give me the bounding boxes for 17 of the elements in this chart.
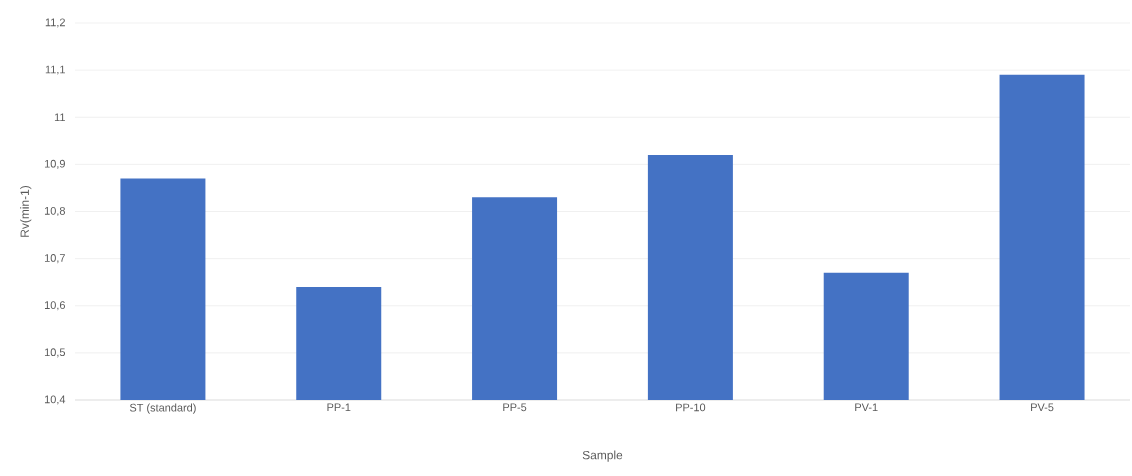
- y-tick-label: 10,5: [44, 348, 66, 358]
- x-tick-label: PP-5: [503, 403, 527, 412]
- y-axis-title: Rv(min-1): [20, 186, 32, 237]
- x-tick-label: PV-5: [1031, 403, 1054, 412]
- y-tick-label: 11,1: [45, 65, 65, 75]
- y-tick-label: 10,8: [44, 206, 65, 217]
- y-tick-label: 11,2: [45, 18, 65, 28]
- x-tick-label: PP-1: [327, 403, 351, 412]
- y-tick-label: 10,7: [44, 254, 65, 264]
- y-tick-label: 10,6: [44, 301, 65, 311]
- x-tick-label: PV-1: [855, 403, 878, 412]
- y-tick-label: 10,4: [44, 395, 66, 405]
- y-tick-label: 10,9: [44, 159, 65, 169]
- y-tick-label: 11: [54, 113, 65, 122]
- x-axis-title: Sample: [582, 450, 623, 462]
- x-tick-label: ST (standard): [129, 403, 196, 414]
- x-tick-label: PP-10: [676, 403, 706, 412]
